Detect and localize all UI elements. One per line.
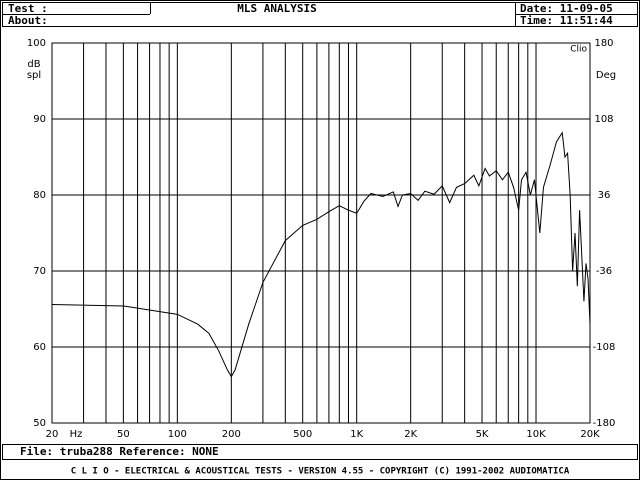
x-tick-label: 50 [117, 429, 130, 440]
y-axis-label: spl [27, 70, 41, 81]
watermark-bg [568, 44, 589, 54]
y-tick-label: 70 [33, 266, 46, 277]
x-tick-label: 10K [526, 429, 546, 440]
x-tick-label: 20 [46, 429, 59, 440]
y2-tick-label: -36 [596, 266, 612, 277]
y-axis-label: dB [27, 59, 40, 70]
y-tick-label: 50 [33, 418, 46, 429]
y2-tick-label: -180 [593, 418, 616, 429]
y2-tick-label: 108 [594, 114, 613, 125]
date: Date: 11-09-05 [520, 2, 613, 15]
y-tick-label: 60 [33, 342, 46, 353]
y2-tick-label: -108 [593, 342, 616, 353]
y-tick-label: 90 [33, 114, 46, 125]
copyright: C L I O - ELECTRICAL & ACOUSTICAL TESTS … [71, 467, 570, 477]
x-axis-label: Hz [70, 429, 83, 440]
about-label: About: [8, 14, 48, 27]
y-tick-label: 100 [27, 38, 46, 49]
x-tick-label: 20K [580, 429, 600, 440]
x-tick-label: 200 [222, 429, 241, 440]
footer-box [2, 444, 638, 460]
x-tick-label: 500 [293, 429, 312, 440]
watermark: Clio [570, 45, 587, 55]
y-tick-label: 80 [33, 190, 46, 201]
response-curve [51, 131, 591, 378]
plot-frame [51, 42, 591, 424]
chart-title: MLS ANALYSIS [237, 2, 316, 15]
y2-tick-label: 36 [598, 190, 611, 201]
x-tick-label: 100 [168, 429, 187, 440]
y2-tick-label: 180 [594, 38, 613, 49]
file-info: File: truba288 Reference: NONE [20, 445, 219, 458]
x-tick-label: 1K [350, 429, 363, 440]
test-label: Test : [8, 2, 48, 15]
x-tick-label: 5K [476, 429, 489, 440]
x-tick-label: 2K [404, 429, 417, 440]
time: Time: 11:51:44 [520, 14, 613, 27]
y2-axis-label: Deg [596, 70, 616, 81]
